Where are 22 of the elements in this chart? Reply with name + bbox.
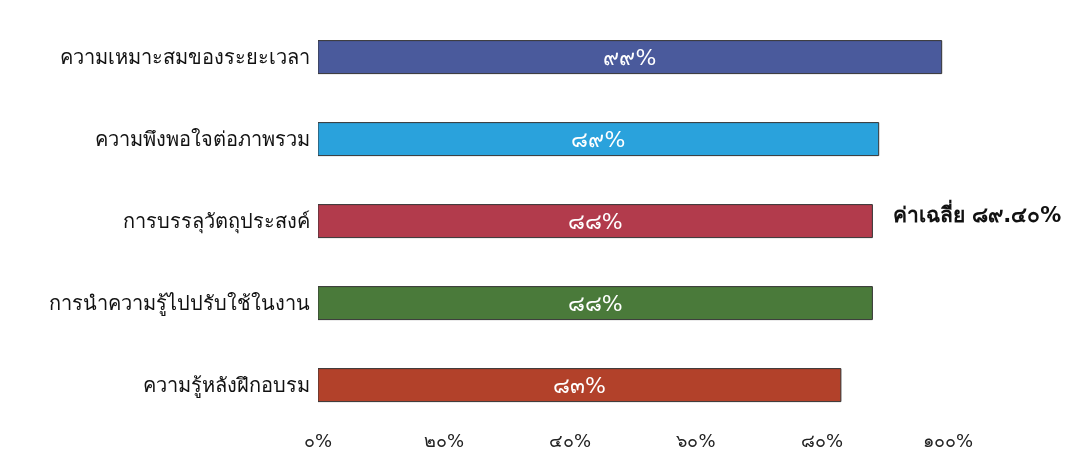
x-tick-label: ๖๐% (676, 429, 716, 451)
x-tick-label: ๘๐% (800, 429, 844, 451)
data-label: ๘๓% (553, 372, 606, 398)
data-label: ๘๘% (567, 208, 623, 234)
y-tick-label: การนำความรู้ไปปรับใช้ในงาน (49, 291, 310, 317)
y-tick-label: ความรู้หลังฝึกอบรม (143, 373, 310, 399)
x-tick-label: ๑๐๐% (922, 429, 974, 451)
data-label: ๙๙% (603, 44, 657, 70)
bar (318, 204, 873, 239)
bar (318, 368, 842, 403)
x-tick-label: ๔๐% (548, 429, 592, 451)
data-label: ๘๙% (571, 126, 626, 152)
y-tick-label: การบรรลุวัตถุประสงค์ (123, 209, 310, 235)
bar (318, 286, 873, 321)
data-label: ๘๘% (567, 290, 623, 316)
y-tick-label: ความพึงพอใจต่อภาพรวม (95, 127, 310, 152)
x-tick-label: ๐% (303, 429, 333, 451)
x-tick-label: ๒๐% (423, 429, 465, 451)
y-tick-label: ความเหมาะสมของระยะเวลา (60, 45, 310, 70)
bar (318, 40, 943, 75)
annotation: ค่าเฉลี่ย ๘๙.๔๐% (893, 198, 1062, 229)
bar (318, 122, 880, 157)
